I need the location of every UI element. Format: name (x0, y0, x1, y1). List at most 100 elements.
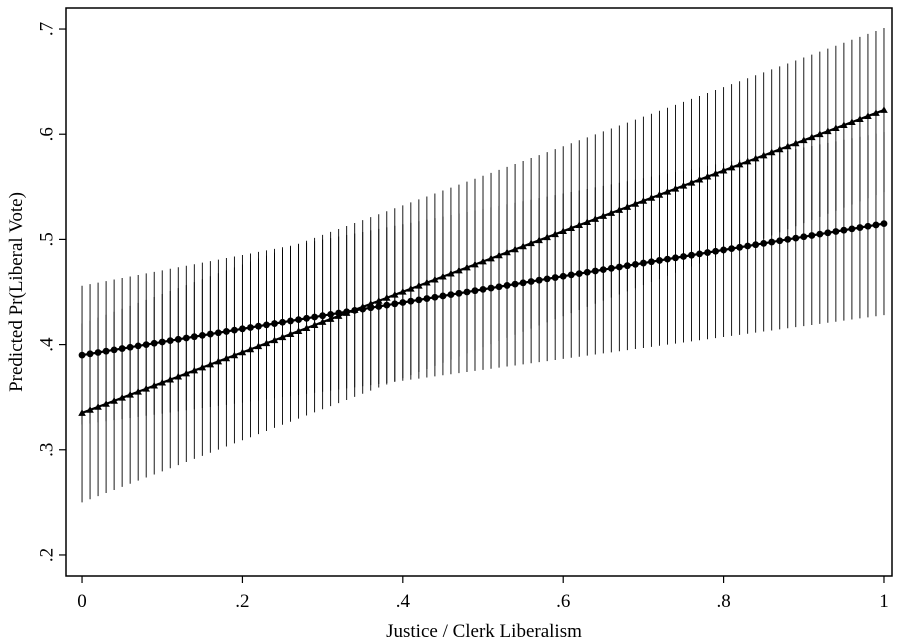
data-point-triangle (182, 369, 191, 377)
data-point-triangle (78, 409, 86, 416)
data-point-circle (672, 254, 679, 262)
data-point-circle (696, 250, 703, 258)
data-point-circle (495, 283, 503, 291)
data-point-triangle (439, 272, 447, 280)
data-point-circle (784, 236, 792, 243)
data-point-circle (375, 303, 383, 310)
data-point-circle (391, 300, 399, 308)
data-point-circle (487, 284, 495, 292)
data-point-circle (110, 346, 118, 354)
data-point-circle (768, 238, 776, 246)
data-point-triangle (824, 127, 832, 135)
data-point-triangle (575, 221, 584, 228)
data-point-triangle (695, 175, 704, 183)
data-point-circle (575, 270, 583, 277)
data-point-triangle (270, 336, 279, 344)
data-point-triangle (310, 321, 319, 328)
data-point-circle (142, 341, 150, 348)
data-point-triangle (214, 357, 223, 365)
x-axis-title: Justice / Clerk Liberalism (386, 621, 582, 642)
data-point-triangle (543, 233, 551, 241)
x-tick-label: 0 (77, 591, 87, 612)
data-point-triangle (615, 206, 624, 213)
data-point-circle (319, 312, 327, 320)
data-point-circle (222, 328, 230, 335)
data-point-triangle (222, 354, 231, 362)
data-point-triangle (142, 384, 150, 392)
data-point-circle (648, 258, 655, 266)
data-point-triangle (126, 390, 134, 398)
x-tick-label: .8 (716, 591, 730, 612)
data-point-circle (134, 342, 142, 350)
data-point-triangle (431, 275, 439, 283)
data-point-circle (559, 272, 567, 280)
data-point-triangle (551, 230, 559, 238)
data-point-circle (503, 282, 511, 289)
data-point-circle (399, 299, 407, 306)
data-point-circle (607, 264, 615, 272)
data-point-circle (543, 275, 551, 283)
data-point-circle (848, 225, 856, 233)
data-point-circle (455, 289, 463, 297)
data-point-triangle (447, 269, 455, 277)
data-point-triangle (118, 394, 126, 401)
data-point-triangle (415, 281, 423, 289)
data-point-triangle (775, 145, 784, 153)
confidence-intervals (81, 27, 885, 503)
data-point-triangle (687, 178, 696, 186)
data-point-circle (752, 241, 760, 249)
data-point-circle (247, 324, 254, 331)
data-point-circle (623, 262, 631, 270)
y-tick-label: .5 (36, 232, 57, 246)
data-point-circle (591, 267, 599, 275)
data-point-triangle (254, 342, 263, 350)
data-point-circle (535, 276, 543, 284)
data-point-circle (182, 334, 190, 342)
data-point-triangle (423, 278, 431, 286)
data-point-triangle (848, 118, 856, 125)
data-point-triangle (647, 194, 656, 201)
data-point-triangle (326, 315, 335, 322)
data-point-triangle (158, 378, 167, 386)
y-tick-label: .3 (36, 443, 57, 457)
data-point-circle (271, 320, 278, 327)
data-point-circle (712, 247, 719, 255)
data-point-circle (776, 237, 784, 245)
data-point-triangle (318, 318, 327, 325)
data-point-triangle (559, 227, 568, 235)
data-point-triangle (230, 351, 239, 359)
data-point-triangle (767, 148, 776, 156)
data-point-circle (583, 268, 591, 276)
data-point-triangle (134, 387, 142, 395)
data-point-circle (551, 274, 559, 281)
data-point-triangle (583, 218, 592, 225)
data-point-triangle (399, 287, 407, 295)
data-point-circle (567, 271, 575, 279)
data-point-triangle (783, 142, 792, 150)
data-point-circle (824, 229, 832, 237)
data-point-circle (118, 345, 126, 352)
y-axis-title: Predicted Pr(Liberal Vote) (6, 192, 27, 392)
data-point-circle (263, 321, 270, 329)
data-point-circle (704, 249, 711, 256)
data-point-triangle (463, 263, 471, 271)
data-point-circle (198, 331, 206, 339)
data-point-circle (206, 330, 214, 338)
data-point-circle (174, 335, 182, 343)
x-axis-ticks: 0 .2 .4 .6 .8 1 (77, 576, 889, 612)
x-tick-label: .2 (235, 591, 249, 612)
data-point-circle (295, 316, 302, 324)
data-point-triangle (350, 306, 359, 313)
data-point-triangle (751, 154, 760, 162)
data-point-circle (816, 230, 824, 238)
data-point-triangle (166, 375, 175, 383)
data-point-circle (688, 251, 695, 259)
data-point-triangle (246, 345, 255, 353)
y-axis-ticks: .2 .3 .4 .5 .6 .7 (36, 22, 66, 562)
data-point-triangle (711, 169, 720, 177)
data-point-triangle (334, 312, 343, 319)
data-point-triangle (407, 284, 415, 292)
plot-frame (65, 7, 893, 577)
data-point-triangle (342, 309, 351, 316)
